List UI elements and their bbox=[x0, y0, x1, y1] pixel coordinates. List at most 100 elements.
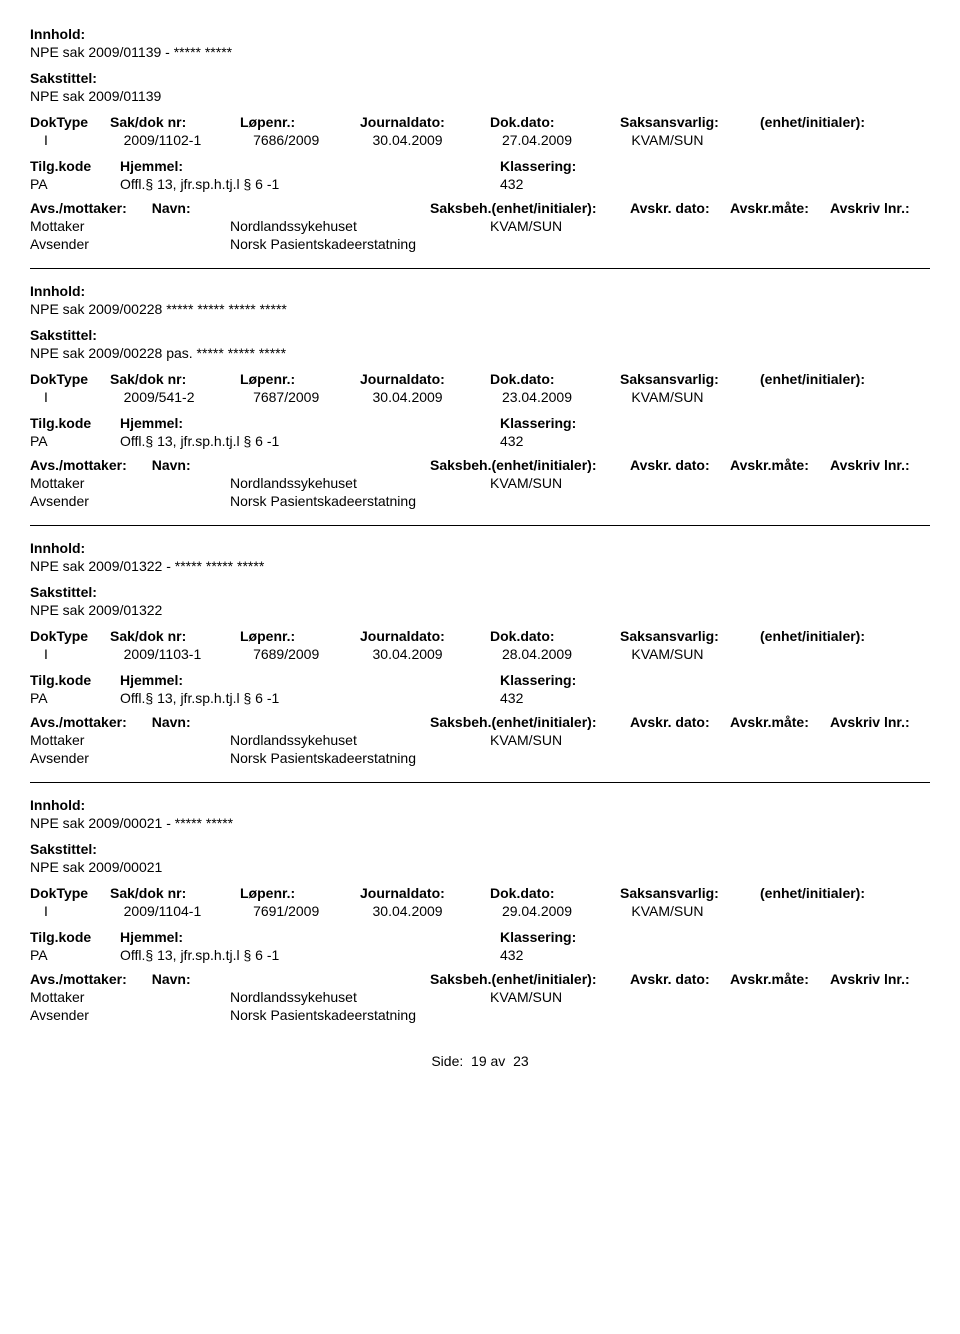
lopenr-header: Løpenr.: bbox=[240, 114, 360, 130]
innhold-label: Innhold: bbox=[30, 26, 930, 42]
mottaker-row: Mottaker Nordlandssykehuset KVAM/SUN bbox=[30, 989, 930, 1005]
saksbeh-header: Saksbeh.(enhet/initialer): bbox=[430, 714, 630, 730]
saksansvarlig-value: KVAM/SUN bbox=[631, 132, 770, 148]
sakstittel-label: Sakstittel: bbox=[30, 70, 930, 86]
avsmottaker-header: Avs./mottaker: bbox=[30, 457, 152, 473]
hjemmel-row: Tilg.kode Hjemmel: PA Offl.§ 13, jfr.sp.… bbox=[30, 670, 930, 708]
tilgkode-header: Tilg.kode bbox=[30, 158, 120, 174]
saksbeh-value: KVAM/SUN bbox=[490, 989, 600, 1005]
avskr-dato-header: Avskr. dato: bbox=[630, 457, 730, 473]
enhet-value bbox=[771, 903, 930, 919]
mottaker-label: Mottaker bbox=[30, 475, 170, 491]
meta-value-row: I 2009/1104-1 7691/2009 30.04.2009 29.04… bbox=[30, 903, 930, 919]
lopenr-value: 7687/2009 bbox=[253, 389, 372, 405]
mottaker-label: Mottaker bbox=[30, 989, 170, 1005]
mottaker-navn: Nordlandssykehuset bbox=[230, 475, 490, 491]
doktype-header: DokType bbox=[30, 628, 110, 644]
doktype-value: I bbox=[30, 646, 124, 662]
avskriv-lnr-header: Avskriv lnr.: bbox=[830, 971, 930, 987]
doktype-value: I bbox=[30, 132, 124, 148]
journaldato-header: Journaldato: bbox=[360, 628, 490, 644]
meta-value-row: I 2009/541-2 7687/2009 30.04.2009 23.04.… bbox=[30, 389, 930, 405]
avsender-row: Avsender Norsk Pasientskadeerstatning bbox=[30, 750, 930, 766]
meta-header-row: DokType Sak/dok nr: Løpenr.: Journaldato… bbox=[30, 371, 930, 387]
dokdato-header: Dok.dato: bbox=[490, 885, 620, 901]
klassering-value: 432 bbox=[500, 947, 580, 963]
avsender-label: Avsender bbox=[30, 493, 170, 509]
sakdok-value: 2009/1102-1 bbox=[124, 132, 253, 148]
avsender-row: Avsender Norsk Pasientskadeerstatning bbox=[30, 236, 930, 252]
avsender-navn: Norsk Pasientskadeerstatning bbox=[230, 750, 490, 766]
journal-record: Innhold: NPE sak 2009/01139 - ***** ****… bbox=[30, 26, 930, 252]
avsmottaker-header: Avs./mottaker: bbox=[30, 971, 152, 987]
avskr-mate-header: Avskr.måte: bbox=[730, 714, 830, 730]
saksbeh-header: Saksbeh.(enhet/initialer): bbox=[430, 971, 630, 987]
enhet-header: (enhet/initialer): bbox=[760, 628, 920, 644]
journal-record: Innhold: NPE sak 2009/00021 - ***** ****… bbox=[30, 782, 930, 1023]
sakdok-header: Sak/dok nr: bbox=[110, 885, 240, 901]
records-list: Innhold: NPE sak 2009/01139 - ***** ****… bbox=[30, 26, 930, 1023]
tilgkode-header: Tilg.kode bbox=[30, 672, 120, 688]
hjemmel-header: Hjemmel: bbox=[120, 672, 500, 688]
side-label: Side: bbox=[431, 1053, 463, 1069]
avsender-navn: Norsk Pasientskadeerstatning bbox=[230, 493, 490, 509]
avskr-mate-header: Avskr.måte: bbox=[730, 457, 830, 473]
mottaker-row: Mottaker Nordlandssykehuset KVAM/SUN bbox=[30, 475, 930, 491]
saksbeh-value: KVAM/SUN bbox=[490, 218, 600, 234]
hjemmel-value: Offl.§ 13, jfr.sp.h.tj.l § 6 -1 bbox=[120, 690, 500, 706]
avsmottaker-header: Avs./mottaker: bbox=[30, 200, 152, 216]
dokdato-value: 27.04.2009 bbox=[502, 132, 631, 148]
doktype-header: DokType bbox=[30, 371, 110, 387]
sakdok-value: 2009/1104-1 bbox=[124, 903, 253, 919]
navn-header: Navn: bbox=[152, 971, 204, 987]
avs-header-row: Avs./mottaker: Navn: Saksbeh.(enhet/init… bbox=[30, 457, 930, 473]
sakstittel-value: NPE sak 2009/00021 bbox=[30, 859, 930, 875]
doktype-value: I bbox=[30, 903, 124, 919]
avsender-label: Avsender bbox=[30, 750, 170, 766]
journal-record: Innhold: NPE sak 2009/01322 - ***** ****… bbox=[30, 525, 930, 766]
avskriv-lnr-header: Avskriv lnr.: bbox=[830, 714, 930, 730]
journaldato-value: 30.04.2009 bbox=[373, 132, 502, 148]
sakdok-header: Sak/dok nr: bbox=[110, 628, 240, 644]
avskr-dato-header: Avskr. dato: bbox=[630, 200, 730, 216]
journaldato-value: 30.04.2009 bbox=[373, 389, 502, 405]
hjemmel-value: Offl.§ 13, jfr.sp.h.tj.l § 6 -1 bbox=[120, 433, 500, 449]
hjemmel-header: Hjemmel: bbox=[120, 415, 500, 431]
avs-header-row: Avs./mottaker: Navn: Saksbeh.(enhet/init… bbox=[30, 200, 930, 216]
tilgkode-header: Tilg.kode bbox=[30, 929, 120, 945]
mottaker-navn: Nordlandssykehuset bbox=[230, 218, 490, 234]
saksansvarlig-header: Saksansvarlig: bbox=[620, 628, 760, 644]
saksbeh-header: Saksbeh.(enhet/initialer): bbox=[430, 200, 630, 216]
sakstittel-label: Sakstittel: bbox=[30, 584, 930, 600]
avsender-label: Avsender bbox=[30, 1007, 170, 1023]
journaldato-header: Journaldato: bbox=[360, 885, 490, 901]
saksansvarlig-value: KVAM/SUN bbox=[631, 646, 770, 662]
sakstittel-value: NPE sak 2009/01139 bbox=[30, 88, 930, 104]
enhet-value bbox=[771, 389, 930, 405]
klassering-header: Klassering: bbox=[500, 672, 610, 688]
journaldato-value: 30.04.2009 bbox=[373, 646, 502, 662]
avsender-row: Avsender Norsk Pasientskadeerstatning bbox=[30, 493, 930, 509]
sakdok-value: 2009/1103-1 bbox=[124, 646, 253, 662]
hjemmel-row: Tilg.kode Hjemmel: PA Offl.§ 13, jfr.sp.… bbox=[30, 413, 930, 451]
mottaker-label: Mottaker bbox=[30, 218, 170, 234]
saksansvarlig-header: Saksansvarlig: bbox=[620, 114, 760, 130]
tilgkode-value: PA bbox=[30, 947, 120, 963]
innhold-value: NPE sak 2009/00021 - ***** ***** bbox=[30, 815, 930, 831]
lopenr-value: 7689/2009 bbox=[253, 646, 372, 662]
avsender-navn: Norsk Pasientskadeerstatning bbox=[230, 1007, 490, 1023]
lopenr-value: 7686/2009 bbox=[253, 132, 372, 148]
journaldato-header: Journaldato: bbox=[360, 114, 490, 130]
avskr-dato-header: Avskr. dato: bbox=[630, 971, 730, 987]
hjemmel-header: Hjemmel: bbox=[120, 929, 500, 945]
meta-value-row: I 2009/1102-1 7686/2009 30.04.2009 27.04… bbox=[30, 132, 930, 148]
avskr-mate-header: Avskr.måte: bbox=[730, 200, 830, 216]
tilgkode-header: Tilg.kode bbox=[30, 415, 120, 431]
avskriv-lnr-header: Avskriv lnr.: bbox=[830, 200, 930, 216]
sakstittel-label: Sakstittel: bbox=[30, 841, 930, 857]
saksbeh-value: KVAM/SUN bbox=[490, 475, 600, 491]
avskr-dato-header: Avskr. dato: bbox=[630, 714, 730, 730]
innhold-value: NPE sak 2009/00228 ***** ***** ***** ***… bbox=[30, 301, 930, 317]
klassering-header: Klassering: bbox=[500, 929, 610, 945]
lopenr-header: Løpenr.: bbox=[240, 885, 360, 901]
